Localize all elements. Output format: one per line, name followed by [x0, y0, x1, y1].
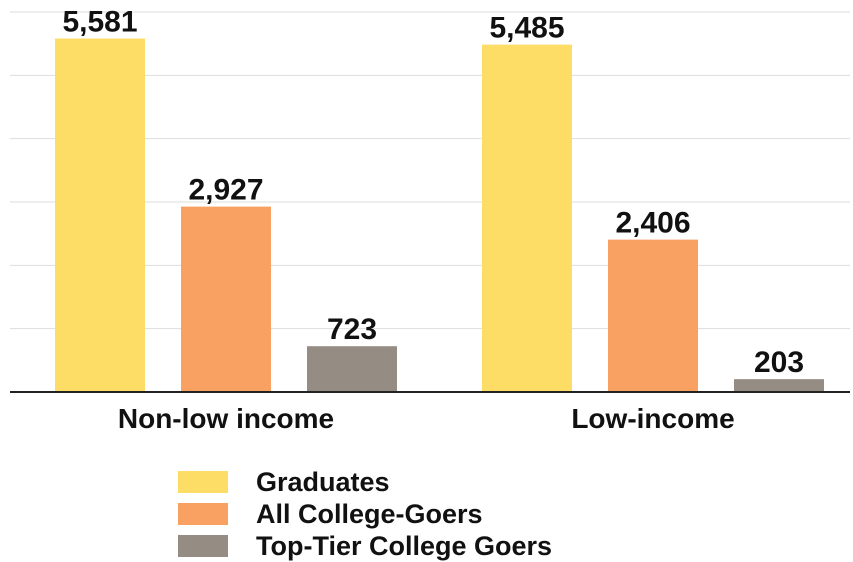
bar-top-tier-college-goers — [734, 379, 824, 392]
bar-graduates — [482, 44, 572, 392]
bar-top-tier-college-goers — [307, 346, 397, 392]
category-labels: Non-low income Low-income — [118, 403, 735, 434]
data-label-top-tier-college-goers: 723 — [327, 313, 377, 346]
bar-graduates — [55, 38, 145, 392]
legend: Graduates All College-Goers Top-Tier Col… — [178, 466, 552, 562]
value-labels: 5,581 5,485 2,927 2,406 723 203 — [62, 6, 804, 380]
legend-swatch-graduates — [178, 471, 228, 493]
legend-item-top-tier-college-goers: Top-Tier College Goers — [178, 530, 552, 562]
legend-item-graduates: Graduates — [178, 466, 552, 498]
data-label-graduates: 5,581 — [62, 6, 137, 39]
gridlines — [10, 11, 850, 330]
legend-item-all-college-goers: All College-Goers — [178, 498, 552, 530]
data-label-all-college-goers: 2,406 — [615, 207, 690, 240]
category-label: Non-low income — [118, 403, 334, 434]
bar-all-college-goers — [181, 206, 271, 392]
bar-all-college-goers — [608, 239, 698, 392]
legend-swatch-all-college-goers — [178, 503, 228, 525]
category-label: Low-income — [571, 403, 734, 434]
legend-swatch-top-tier-college-goers — [178, 535, 228, 557]
legend-label-top-tier-college-goers: Top-Tier College Goers — [256, 531, 553, 561]
data-label-top-tier-college-goers: 203 — [754, 346, 804, 379]
data-label-graduates: 5,485 — [489, 12, 564, 45]
bar-chart: 5,581 5,485 2,927 2,406 723 203 Non-low incom… — [10, 6, 850, 434]
data-label-all-college-goers: 2,927 — [188, 174, 263, 207]
legend-label-all-college-goers: All College-Goers — [256, 499, 483, 529]
legend-label-graduates: Graduates — [256, 467, 390, 497]
bars — [55, 38, 824, 392]
